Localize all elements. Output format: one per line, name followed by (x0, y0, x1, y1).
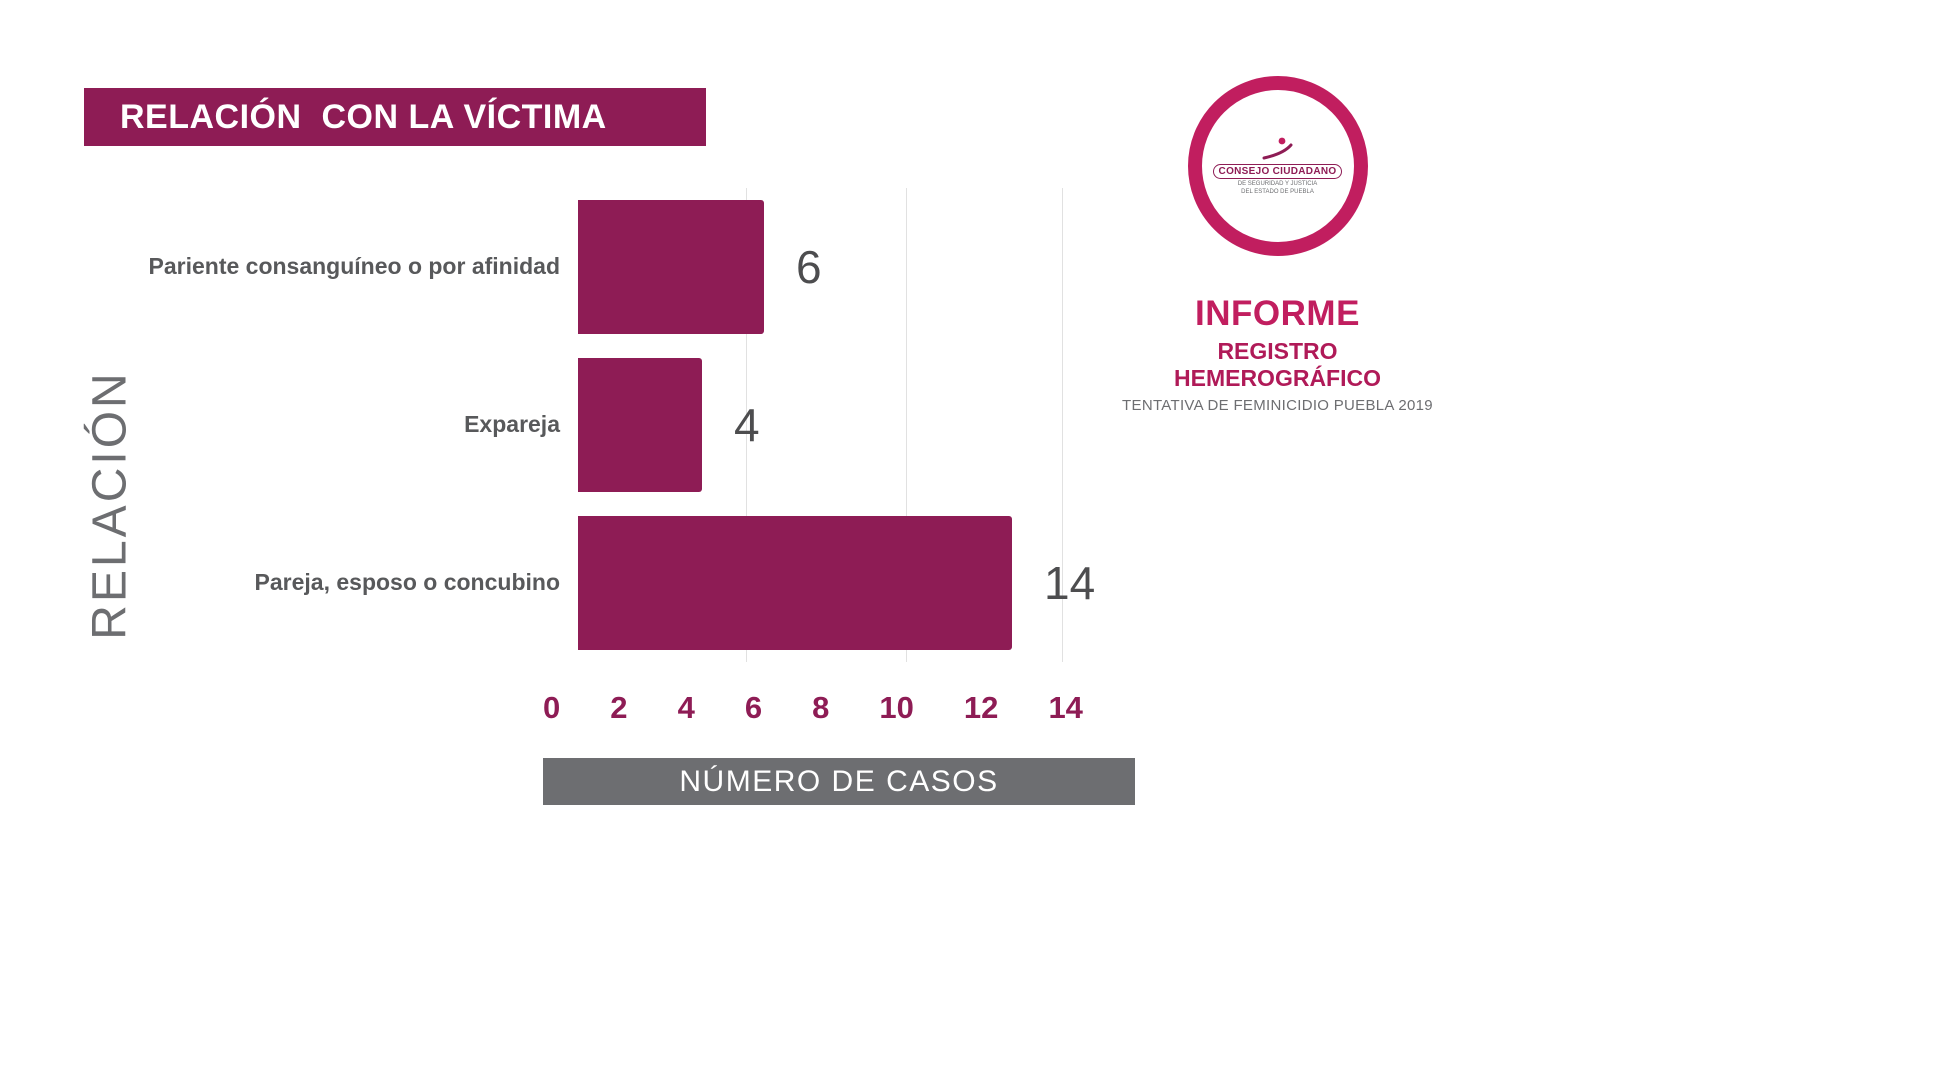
x-tick-label: 4 (677, 690, 695, 725)
bar (578, 516, 1012, 650)
bar-track: 6 (578, 188, 1120, 346)
report-heading: INFORME (1195, 294, 1360, 333)
x-tick-label: 12 (963, 690, 999, 725)
bar (578, 358, 702, 492)
gridline (1062, 188, 1063, 662)
category-label: Pariente consanguíneo o por afinidad (148, 253, 561, 280)
chart-row: Pariente consanguíneo o por afinidad 6 (120, 188, 1120, 346)
x-tick-label: 6 (744, 690, 763, 725)
chart-gridlines (596, 188, 1066, 662)
consejo-ciudadano-logo: CONSEJO CIUDADANO DE SEGURIDAD Y JUSTICI… (1187, 76, 1368, 256)
report-caption: TENTATIVA DE FEMINICIDIO PUEBLA 2019 (1122, 397, 1433, 414)
bar (578, 200, 764, 334)
value-label: 14 (1044, 557, 1096, 609)
x-tick-label: 14 (1048, 690, 1083, 725)
logo-org-name: CONSEJO CIUDADANO (1212, 163, 1343, 179)
bar-track: 4 (578, 346, 1120, 504)
chart-row: Pareja, esposo o concubino 14 (120, 504, 1120, 662)
x-axis-ticks: 0 2 4 6 8 10 12 14 (543, 690, 1083, 726)
x-axis-banner: NÚMERO DE CASOS (543, 758, 1135, 805)
category-label: Pareja, esposo o concubino (254, 569, 560, 596)
x-tick-label: 0 (543, 690, 561, 725)
x-axis-label: NÚMERO DE CASOS (679, 764, 999, 798)
gridline (746, 188, 747, 662)
value-label: 4 (734, 399, 760, 451)
report-subheading: REGISTRO HEMEROGRÁFICO (1174, 338, 1381, 391)
logo-swoosh-icon (1262, 137, 1292, 160)
chart-title: RELACIÓN CON LA VÍCTIMA (120, 97, 607, 136)
x-tick-label: 8 (812, 690, 830, 725)
x-tick-label: 10 (879, 690, 914, 725)
gridline (906, 188, 907, 662)
chart-title-banner: RELACIÓN CON LA VÍCTIMA (84, 88, 706, 146)
bar-track: 14 (578, 504, 1120, 662)
value-label: 6 (796, 241, 822, 293)
report-info-panel: CONSEJO CIUDADANO DE SEGURIDAD Y JUSTICI… (1115, 76, 1440, 414)
bar-chart: Pariente consanguíneo o por afinidad 6 Exp… (120, 188, 1120, 662)
x-tick-label: 2 (610, 690, 628, 725)
logo-org-subline-1: DE SEGURIDAD Y JUSTICIA (1237, 180, 1318, 187)
logo-org-subline-2: DEL ESTADO DE PUEBLA (1241, 188, 1314, 195)
category-label: Expareja (464, 411, 560, 438)
chart-row: Expareja 4 (120, 346, 1120, 504)
